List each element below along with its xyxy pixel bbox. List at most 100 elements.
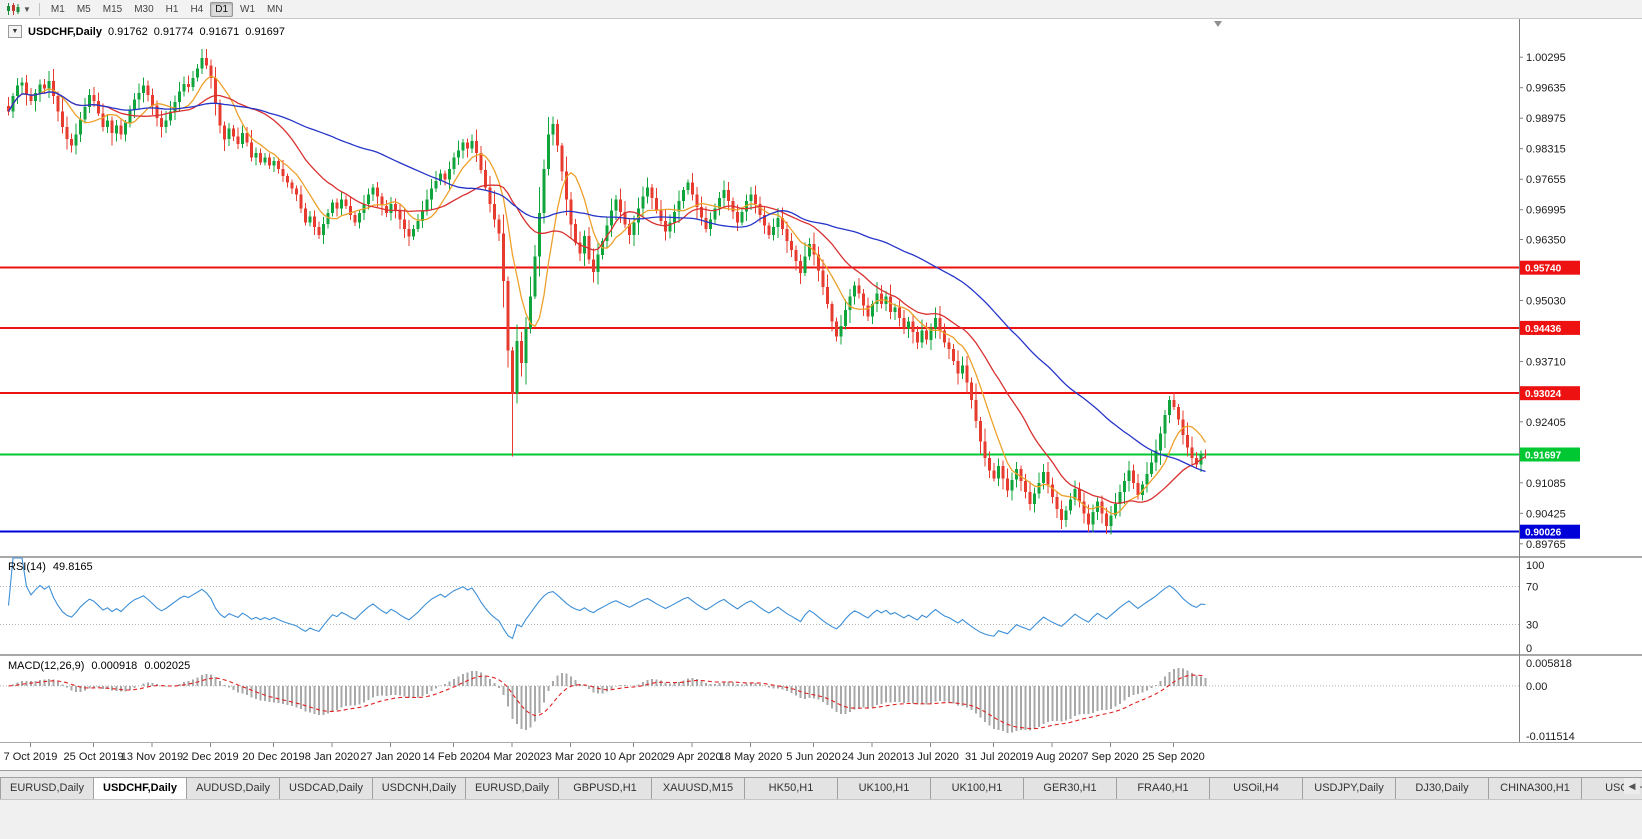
svg-text:0.97655: 0.97655 bbox=[1526, 174, 1566, 186]
moving-average-lines bbox=[7, 75, 1207, 515]
svg-text:31 Jul 2020: 31 Jul 2020 bbox=[965, 751, 1022, 763]
svg-text:24 Jun 2020: 24 Jun 2020 bbox=[842, 751, 903, 763]
svg-text:5 Jun 2020: 5 Jun 2020 bbox=[786, 751, 840, 763]
chart-tab-eurusd-daily[interactable]: EURUSD,Daily bbox=[465, 777, 558, 799]
chart-tab-usoil-h4[interactable]: USOil,H4 bbox=[1209, 777, 1302, 799]
svg-text:2 Dec 2019: 2 Dec 2019 bbox=[182, 751, 238, 763]
timeframe-toolbar: ▼ M1 M5 M15 M30 H1 H4 D1 W1 MN bbox=[0, 0, 1642, 19]
svg-text:14 Feb 2020: 14 Feb 2020 bbox=[423, 751, 485, 763]
svg-text:0.96995: 0.96995 bbox=[1526, 205, 1566, 217]
rsi-pane-label: RSI(14) 49.8165 bbox=[8, 561, 93, 573]
svg-text:0.93024: 0.93024 bbox=[1525, 389, 1562, 400]
horizontal-lines[interactable] bbox=[0, 266, 1519, 533]
svg-text:0.91085: 0.91085 bbox=[1526, 478, 1566, 490]
timeframe-buttons-group: M1 M5 M15 M30 H1 H4 D1 W1 MN bbox=[46, 1, 290, 17]
ohlc-close: 0.91697 bbox=[245, 25, 286, 38]
chart-tab-fra40-h1[interactable]: FRA40,H1 bbox=[1116, 777, 1209, 799]
chart-tab-ger30-h1[interactable]: GER30,H1 bbox=[1023, 777, 1116, 799]
timeframe-button-m5[interactable]: M5 bbox=[76, 3, 91, 15]
ohlc-high: 0.91774 bbox=[153, 25, 194, 38]
chart-tab-xauusd-m15[interactable]: XAUUSD,M15 bbox=[651, 777, 744, 799]
macd-pane: 0.005818 0.00 -0.011514 bbox=[0, 658, 1575, 743]
svg-text:7 Oct 2019: 7 Oct 2019 bbox=[4, 751, 58, 763]
chart-tabs-group: EURUSD,Daily USDCHF,Daily AUDUSD,Daily USDC… bbox=[0, 777, 1642, 799]
chart-tab-usdcad-daily[interactable]: USDCAD,Daily bbox=[279, 777, 372, 799]
svg-text:0.90026: 0.90026 bbox=[1525, 528, 1562, 539]
svg-text:1.00295: 1.00295 bbox=[1526, 52, 1566, 64]
svg-text:10 Apr 2020: 10 Apr 2020 bbox=[604, 751, 663, 763]
svg-text:0.95740: 0.95740 bbox=[1525, 264, 1562, 275]
symbol-title: USDCHF,Daily bbox=[28, 25, 102, 38]
tab-scroll-left-button[interactable]: ◀ bbox=[1624, 778, 1640, 794]
svg-text:13 Nov 2019: 13 Nov 2019 bbox=[121, 751, 183, 763]
svg-text:4 Mar 2020: 4 Mar 2020 bbox=[484, 751, 540, 763]
chart-tab-dj30-daily[interactable]: DJ30,Daily bbox=[1395, 777, 1488, 799]
chart-tab-bar: EURUSD,Daily USDCHF,Daily AUDUSD,Daily USDC… bbox=[0, 770, 1642, 799]
chart-tab-usdcnh-daily[interactable]: USDCNH,Daily bbox=[372, 777, 465, 799]
svg-text:0.94436: 0.94436 bbox=[1525, 324, 1562, 335]
timeframe-button-mn[interactable]: MN bbox=[267, 3, 283, 15]
macd-pane-label: MACD(12,26,9) 0.000918 0.002025 bbox=[8, 660, 190, 672]
timeframe-button-m1[interactable]: M1 bbox=[50, 3, 65, 15]
chart-tab-uk100-h1[interactable]: UK100,H1 bbox=[837, 777, 930, 799]
ohlc-low: 0.91671 bbox=[199, 25, 240, 38]
chart-header: ▼ USDCHF,Daily 0.91762 0.91774 0.91671 0… bbox=[8, 25, 285, 38]
svg-text:23 Mar 2020: 23 Mar 2020 bbox=[540, 751, 602, 763]
timeframe-button-h1[interactable]: H1 bbox=[165, 3, 179, 15]
timeframe-button-w1[interactable]: W1 bbox=[240, 3, 256, 15]
chart-tab-audusd-daily[interactable]: AUDUSD,Daily bbox=[186, 777, 279, 799]
svg-text:0.89765: 0.89765 bbox=[1526, 539, 1566, 551]
collapse-chart-button[interactable]: ▼ bbox=[8, 25, 22, 38]
pane-separators[interactable] bbox=[0, 19, 1642, 743]
timeframe-button-d1[interactable]: D1 bbox=[210, 1, 234, 17]
svg-text:0.00: 0.00 bbox=[1526, 681, 1547, 693]
macd-main-value: 0.000918 bbox=[91, 660, 138, 672]
svg-text:25 Sep 2020: 25 Sep 2020 bbox=[1142, 751, 1204, 763]
svg-text:29 Apr 2020: 29 Apr 2020 bbox=[662, 751, 721, 763]
status-bar bbox=[0, 799, 1642, 839]
rsi-indicator-value: 49.8165 bbox=[52, 561, 93, 573]
svg-text:13 Jul 2020: 13 Jul 2020 bbox=[902, 751, 959, 763]
chart-tab-usdjpy-daily[interactable]: USDJPY,Daily bbox=[1302, 777, 1395, 799]
svg-text:0: 0 bbox=[1526, 643, 1532, 655]
candlestick-chart-icon[interactable] bbox=[4, 2, 22, 17]
timeframe-button-m15[interactable]: M15 bbox=[102, 3, 123, 15]
svg-text:0.98975: 0.98975 bbox=[1526, 113, 1566, 125]
chart-tab-usdchf-daily[interactable]: USDCHF,Daily bbox=[93, 777, 186, 799]
svg-text:100: 100 bbox=[1526, 560, 1544, 572]
svg-text:7 Sep 2020: 7 Sep 2020 bbox=[1082, 751, 1138, 763]
svg-text:-0.011514: -0.011514 bbox=[1526, 731, 1575, 743]
svg-text:0.93710: 0.93710 bbox=[1526, 357, 1566, 369]
svg-text:18 May 2020: 18 May 2020 bbox=[719, 751, 783, 763]
svg-text:0.98315: 0.98315 bbox=[1526, 144, 1566, 156]
svg-text:0.005818: 0.005818 bbox=[1526, 658, 1572, 670]
ohlc-open: 0.91762 bbox=[107, 25, 148, 38]
svg-text:0.99635: 0.99635 bbox=[1526, 83, 1566, 95]
toolbar-separator bbox=[38, 2, 40, 16]
timeframe-button-m30[interactable]: M30 bbox=[134, 3, 154, 15]
chart-tab-gbpusd-h1[interactable]: GBPUSD,H1 bbox=[558, 777, 651, 799]
chart-shift-marker[interactable] bbox=[1214, 21, 1222, 27]
svg-text:30: 30 bbox=[1526, 620, 1538, 632]
macd-indicator-name: MACD(12,26,9) bbox=[8, 660, 85, 672]
price-scale[interactable]: 1.00295 0.99635 0.98975 0.98315 0.97655 0.969… bbox=[1519, 52, 1580, 551]
svg-text:19 Aug 2020: 19 Aug 2020 bbox=[1021, 751, 1083, 763]
timeframe-button-h4[interactable]: H4 bbox=[190, 3, 204, 15]
svg-text:27 Jan 2020: 27 Jan 2020 bbox=[360, 751, 421, 763]
macd-signal-value: 0.002025 bbox=[144, 660, 191, 672]
chart-tab-china300-h1[interactable]: CHINA300,H1 bbox=[1488, 777, 1581, 799]
svg-text:25 Oct 2019: 25 Oct 2019 bbox=[64, 751, 124, 763]
chart-tab-hk50-h1[interactable]: HK50,H1 bbox=[744, 777, 837, 799]
svg-text:0.96350: 0.96350 bbox=[1526, 235, 1566, 247]
chart-type-dropdown-caret-icon[interactable]: ▼ bbox=[23, 4, 31, 14]
candlestick-series bbox=[7, 48, 1207, 535]
svg-text:0.91697: 0.91697 bbox=[1525, 451, 1562, 462]
svg-text:0.95030: 0.95030 bbox=[1526, 296, 1566, 308]
chart-tab-uk100-h1[interactable]: UK100,H1 bbox=[930, 777, 1023, 799]
svg-text:20 Dec 2019: 20 Dec 2019 bbox=[242, 751, 304, 763]
rsi-indicator-name: RSI(14) bbox=[8, 561, 46, 573]
chart-tab-eurusd-daily[interactable]: EURUSD,Daily bbox=[0, 777, 93, 799]
